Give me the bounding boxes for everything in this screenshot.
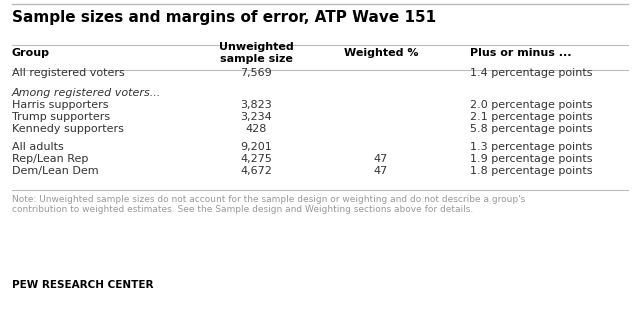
Text: 4,275: 4,275 bbox=[240, 154, 272, 164]
Text: 47: 47 bbox=[374, 166, 388, 176]
Text: 47: 47 bbox=[374, 154, 388, 164]
Text: 2.0 percentage points: 2.0 percentage points bbox=[470, 100, 593, 110]
Text: Trump supporters: Trump supporters bbox=[12, 112, 110, 122]
Text: 1.3 percentage points: 1.3 percentage points bbox=[470, 142, 593, 152]
Text: 2.1 percentage points: 2.1 percentage points bbox=[470, 112, 593, 122]
Text: Harris supporters: Harris supporters bbox=[12, 100, 109, 110]
Text: 3,823: 3,823 bbox=[240, 100, 272, 110]
Text: Plus or minus ...: Plus or minus ... bbox=[470, 48, 572, 58]
Text: 428: 428 bbox=[245, 124, 267, 134]
Text: PEW RESEARCH CENTER: PEW RESEARCH CENTER bbox=[12, 280, 154, 290]
Text: Among registered voters...: Among registered voters... bbox=[12, 88, 161, 98]
Text: 7,569: 7,569 bbox=[240, 68, 272, 78]
Text: 9,201: 9,201 bbox=[240, 142, 272, 152]
Text: Group: Group bbox=[12, 48, 50, 58]
Text: 1.4 percentage points: 1.4 percentage points bbox=[470, 68, 593, 78]
Text: 1.9 percentage points: 1.9 percentage points bbox=[470, 154, 593, 164]
Text: Dem/Lean Dem: Dem/Lean Dem bbox=[12, 166, 99, 176]
Text: 5.8 percentage points: 5.8 percentage points bbox=[470, 124, 593, 134]
Text: 4,672: 4,672 bbox=[240, 166, 272, 176]
Text: All registered voters: All registered voters bbox=[12, 68, 125, 78]
Text: Rep/Lean Rep: Rep/Lean Rep bbox=[12, 154, 88, 164]
Text: Sample sizes and margins of error, ATP Wave 151: Sample sizes and margins of error, ATP W… bbox=[12, 10, 436, 25]
Text: All adults: All adults bbox=[12, 142, 64, 152]
Text: 3,234: 3,234 bbox=[240, 112, 272, 122]
Text: Weighted %: Weighted % bbox=[344, 48, 419, 58]
Text: 1.8 percentage points: 1.8 percentage points bbox=[470, 166, 593, 176]
Text: Unweighted
sample size: Unweighted sample size bbox=[219, 42, 293, 64]
Text: Note: Unweighted sample sizes do not account for the sample design or weighting : Note: Unweighted sample sizes do not acc… bbox=[12, 195, 525, 215]
Text: Kennedy supporters: Kennedy supporters bbox=[12, 124, 124, 134]
